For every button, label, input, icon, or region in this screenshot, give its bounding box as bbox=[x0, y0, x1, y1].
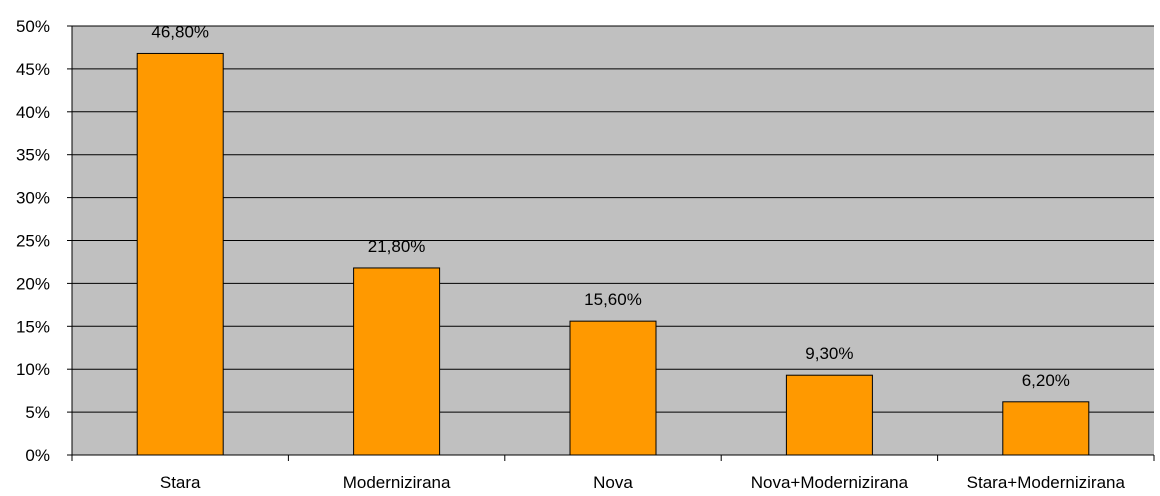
value-labels: 46,80% 21,80% 15,60% 9,30% 6,20% bbox=[151, 22, 1070, 389]
y-tick-label: 15% bbox=[16, 317, 50, 336]
y-tick-label: 5% bbox=[25, 403, 50, 422]
y-tick-label: 35% bbox=[16, 146, 50, 165]
x-category-label: Nova+Modernizirana bbox=[751, 473, 909, 492]
data-label: 9,30% bbox=[805, 344, 853, 363]
data-label: 21,80% bbox=[368, 237, 426, 256]
axes bbox=[67, 25, 1155, 461]
bar-stara bbox=[136, 52, 224, 456]
x-category-label: Stara bbox=[160, 473, 201, 492]
bar-nova bbox=[569, 320, 657, 456]
x-category-label: Nova bbox=[593, 473, 633, 492]
data-label: 15,60% bbox=[584, 290, 642, 309]
bars bbox=[136, 52, 1090, 456]
data-label: 46,80% bbox=[151, 22, 209, 41]
y-axis-tick-labels: 0% 5% 10% 15% 20% 25% 30% 35% 40% 45% 50% bbox=[16, 17, 50, 465]
y-tick-label: 25% bbox=[16, 232, 50, 251]
x-category-label: Modernizirana bbox=[343, 473, 451, 492]
data-label: 6,20% bbox=[1022, 371, 1070, 390]
x-axis-category-labels: Stara Modernizirana Nova Nova+Modernizirana… bbox=[160, 473, 1126, 492]
y-tick-label: 10% bbox=[16, 360, 50, 379]
y-tick-label: 50% bbox=[16, 17, 50, 36]
x-category-label: Stara+Modernizirana bbox=[967, 473, 1126, 492]
bar-modernizirana bbox=[353, 267, 441, 456]
y-tick-label: 0% bbox=[25, 446, 50, 465]
bar-stara-modernizirana bbox=[1002, 401, 1090, 456]
y-tick-label: 40% bbox=[16, 103, 50, 122]
y-tick-label: 30% bbox=[16, 189, 50, 208]
bar-nova-modernizirana bbox=[785, 374, 873, 456]
y-tick-label: 45% bbox=[16, 60, 50, 79]
y-tick-label: 20% bbox=[16, 274, 50, 293]
